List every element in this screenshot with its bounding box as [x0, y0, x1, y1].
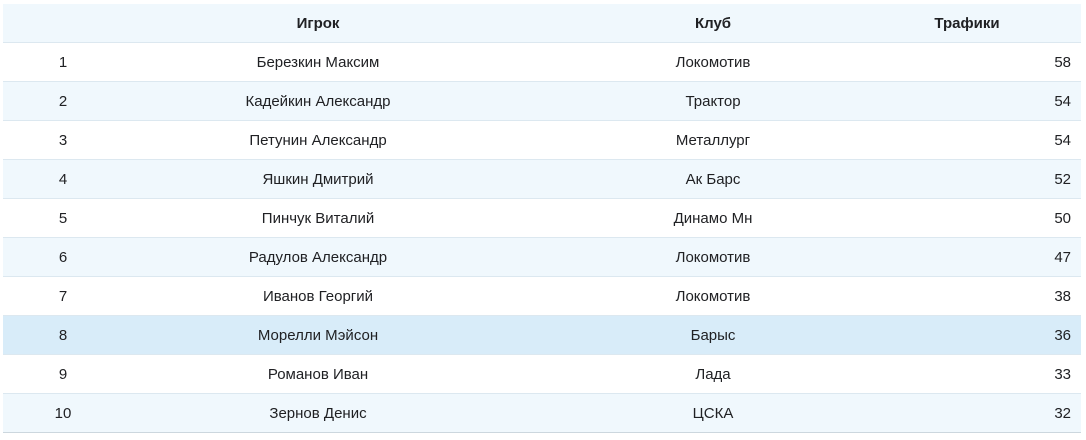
- table-row: 8 Морелли Мэйсон Барыс 36: [3, 315, 1081, 355]
- club-cell: Лада: [513, 354, 913, 394]
- player-cell: Яшкин Дмитрий: [123, 159, 513, 199]
- table-row: 5 Пинчук Виталий Динамо Мн 50: [3, 198, 1081, 238]
- col-header-traffic: Трафики: [913, 4, 1081, 43]
- table-row: 10 Зернов Денис ЦСКА 32: [3, 393, 1081, 433]
- traffic-cell: 54: [913, 120, 1081, 160]
- player-cell: Кадейкин Александр: [123, 81, 513, 121]
- table-row: 7 Иванов Георгий Локомотив 38: [3, 276, 1081, 316]
- club-cell: Металлург: [513, 120, 913, 160]
- traffic-cell: 58: [913, 42, 1081, 82]
- col-header-player: Игрок: [123, 4, 513, 43]
- table-row: 9 Романов Иван Лада 33: [3, 354, 1081, 394]
- rank-cell: 5: [3, 198, 123, 238]
- traffic-cell: 47: [913, 237, 1081, 277]
- club-cell: Локомотив: [513, 42, 913, 82]
- player-cell: Иванов Георгий: [123, 276, 513, 316]
- rank-cell: 3: [3, 120, 123, 160]
- traffic-cell: 32: [913, 393, 1081, 433]
- traffic-cell: 33: [913, 354, 1081, 394]
- club-cell: Локомотив: [513, 276, 913, 316]
- player-cell: Романов Иван: [123, 354, 513, 394]
- club-cell: Барыс: [513, 315, 913, 355]
- table-row: 2 Кадейкин Александр Трактор 54: [3, 81, 1081, 121]
- player-cell: Березкин Максим: [123, 42, 513, 82]
- traffic-cell: 50: [913, 198, 1081, 238]
- table-row: 1 Березкин Максим Локомотив 58: [3, 42, 1081, 82]
- player-cell: Петунин Александр: [123, 120, 513, 160]
- club-cell: ЦСКА: [513, 393, 913, 433]
- traffic-cell: 54: [913, 81, 1081, 121]
- traffic-cell: 52: [913, 159, 1081, 199]
- club-cell: Локомотив: [513, 237, 913, 277]
- table-row: 3 Петунин Александр Металлург 54: [3, 120, 1081, 160]
- table-row: 4 Яшкин Дмитрий Ак Барс 52: [3, 159, 1081, 199]
- player-cell: Радулов Александр: [123, 237, 513, 277]
- player-traffic-table: Игрок Клуб Трафики 1 Березкин Максим Лок…: [3, 4, 1081, 433]
- col-header-club: Клуб: [513, 4, 913, 43]
- rank-cell: 4: [3, 159, 123, 199]
- player-cell: Морелли Мэйсон: [123, 315, 513, 355]
- rank-cell: 7: [3, 276, 123, 316]
- player-cell: Пинчук Виталий: [123, 198, 513, 238]
- rank-cell: 2: [3, 81, 123, 121]
- table-row: 6 Радулов Александр Локомотив 47: [3, 237, 1081, 277]
- col-header-rank: [3, 4, 123, 43]
- rank-cell: 6: [3, 237, 123, 277]
- rank-cell: 10: [3, 393, 123, 433]
- rank-cell: 1: [3, 42, 123, 82]
- club-cell: Ак Барс: [513, 159, 913, 199]
- rank-cell: 9: [3, 354, 123, 394]
- table-body: 1 Березкин Максим Локомотив 58 2 Кадейки…: [3, 42, 1081, 433]
- traffic-cell: 38: [913, 276, 1081, 316]
- player-cell: Зернов Денис: [123, 393, 513, 433]
- club-cell: Трактор: [513, 81, 913, 121]
- club-cell: Динамо Мн: [513, 198, 913, 238]
- table-header-row: Игрок Клуб Трафики: [3, 4, 1081, 43]
- traffic-cell: 36: [913, 315, 1081, 355]
- rank-cell: 8: [3, 315, 123, 355]
